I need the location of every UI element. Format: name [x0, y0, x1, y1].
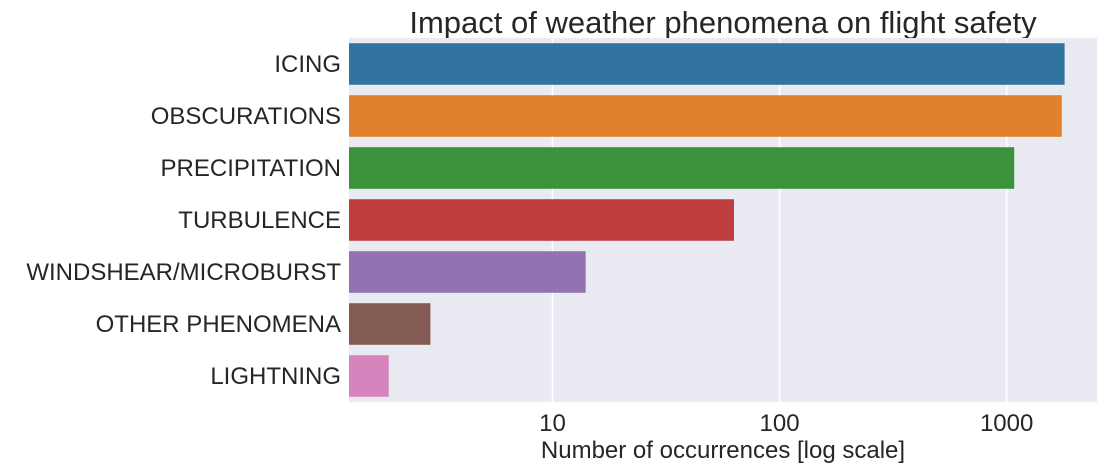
bar-obscurations: [349, 95, 1062, 137]
category-label: WINDSHEAR/MICROBURST: [26, 259, 341, 286]
x-tick-label: 10: [539, 410, 566, 437]
x-tick-labels: 10 100 1000: [539, 410, 1033, 437]
bar-other-phenomena: [349, 303, 431, 345]
category-label: OTHER PHENOMENA: [96, 311, 341, 338]
chart-title: Impact of weather phenomena on flight sa…: [409, 5, 1037, 40]
x-axis-label: Number of occurrences [log scale]: [541, 437, 905, 464]
x-tick-label: 100: [760, 410, 800, 437]
bar-windshear-microburst: [349, 251, 586, 293]
category-label: OBSCURATIONS: [151, 103, 341, 130]
category-label: LIGHTNING: [210, 363, 341, 390]
bar-lightning: [349, 355, 389, 397]
category-label: PRECIPITATION: [161, 155, 341, 182]
bar-turbulence: [349, 199, 735, 241]
bars: [349, 43, 1065, 397]
bar-icing: [349, 43, 1065, 85]
category-label: ICING: [274, 51, 341, 78]
x-tick-label: 1000: [980, 410, 1033, 437]
bar-precipitation: [349, 147, 1015, 189]
category-label: TURBULENCE: [178, 207, 341, 234]
category-labels: ICING OBSCURATIONS PRECIPITATION TURBULENCE…: [26, 51, 341, 390]
